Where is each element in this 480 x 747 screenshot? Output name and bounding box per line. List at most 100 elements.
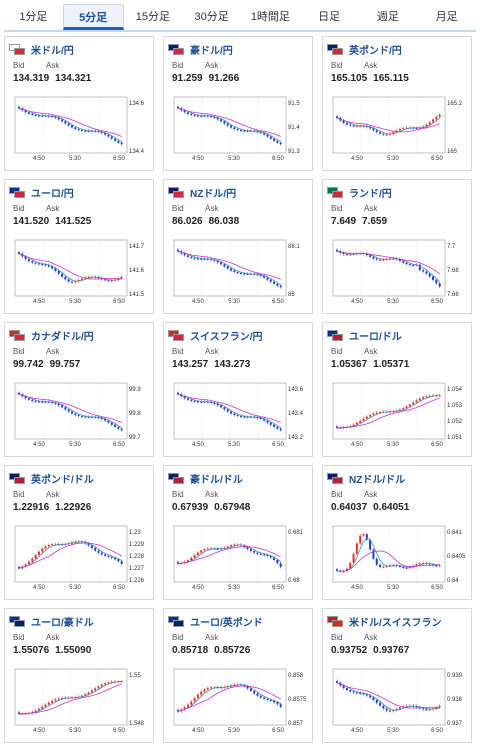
card-header: スイスフラン/円 [168, 329, 263, 343]
bid-label: Bid [172, 633, 184, 642]
mini-candlestick-chart[interactable]: 91.5 91.4 91.3 4:50 5:30 6:50 [168, 93, 310, 165]
pair-link[interactable]: 豪ドル/円 [190, 45, 233, 57]
candle-body [71, 542, 73, 544]
price-labels: Bid Ask [172, 204, 238, 213]
candle-body [345, 254, 348, 256]
rate-card-cad-jpy[interactable]: カナダドル/円 Bid Ask 99.742 99.757 99.9 99.8 99.7 4:5… [4, 322, 154, 457]
price-values: 91.259 91.266 [172, 73, 245, 84]
rate-card-chf-jpy[interactable]: スイスフラン/円 Bid Ask 143.257 143.273 143.6 143.4 14… [163, 322, 313, 457]
tab-15min[interactable]: 15分足 [135, 11, 170, 23]
candle-body [71, 125, 73, 128]
pair-link[interactable]: 英ポンド/円 [349, 45, 402, 57]
candle-body [80, 416, 83, 418]
mini-candlestick-chart[interactable]: 143.6 143.4 143.2 4:50 5:30 6:50 [168, 379, 310, 451]
pair-link[interactable]: スイスフラン/円 [190, 331, 263, 343]
rate-card-nzd-jpy[interactable]: NZドル/円 Bid Ask 86.026 86.038 86.1 86 4:50 5:30 6:… [163, 179, 313, 314]
candle-body [422, 708, 425, 710]
bid-label: Bid [172, 204, 184, 213]
candle-body [233, 270, 236, 272]
mini-candlestick-chart[interactable]: 86.1 86 4:50 5:30 6:50 [168, 236, 310, 308]
candle-body [90, 545, 93, 548]
pair-link[interactable]: 英ポンド/ドル [31, 474, 94, 486]
candle-body [226, 266, 229, 269]
pair-link[interactable]: 米ドル/円 [31, 45, 74, 57]
rate-card-gbp-jpy[interactable]: 英ポンド/円 Bid Ask 165.105 165.115 165.2 165 4:50 5:… [322, 36, 472, 171]
mini-candlestick-chart[interactable]: 99.9 99.8 99.7 4:50 5:30 6:50 [9, 379, 151, 451]
rate-card-nzd-usd[interactable]: NZドル/ドル Bid Ask 0.64037 0.64051 0.641 0.6405 0.… [322, 465, 472, 600]
candle-body [100, 131, 103, 134]
x-tick-label: 5:30 [228, 299, 240, 305]
candle-body [18, 712, 20, 714]
pair-link[interactable]: 米ドル/スイスフラン [349, 617, 442, 629]
tab-1hour[interactable]: 1時間足 [250, 11, 290, 23]
candle-body [120, 276, 123, 279]
candle-body [24, 256, 27, 260]
rate-card-usd-chf[interactable]: 米ドル/スイスフラン Bid Ask 0.93752 0.93767 0.939 0.938… [322, 608, 472, 743]
candle-body [183, 253, 186, 256]
rate-card-gbp-usd[interactable]: 英ポンド/ドル Bid Ask 1.22916 1.22926 1.23 1.229 1.22… [4, 465, 154, 600]
candle-body [196, 401, 199, 403]
rate-card-eur-aud[interactable]: ユーロ/豪ドル Bid Ask 1.55076 1.55090 1.55 1.548 4:50… [4, 608, 154, 743]
mini-candlestick-chart[interactable]: 141.7 141.6 141.5 4:50 5:30 6:50 [9, 236, 151, 308]
rate-card-aud-jpy[interactable]: 豪ドル/円 Bid Ask 91.259 91.266 91.5 91.4 91.3 4:50 5… [163, 36, 313, 171]
price-labels: Bid Ask [13, 633, 79, 642]
mini-candlestick-chart[interactable]: 1.55 1.548 4:50 5:30 6:50 [9, 665, 151, 737]
candle-body [342, 120, 345, 123]
candle-body [415, 127, 418, 129]
pair-link[interactable]: 豪ドル/ドル [190, 474, 243, 486]
card-header: ユーロ/円 [9, 186, 74, 200]
candle-body [177, 392, 179, 395]
mini-candlestick-chart[interactable]: 165.2 165 4:50 5:30 6:50 [327, 93, 469, 165]
candle-body [77, 279, 80, 282]
rate-card-usd-jpy[interactable]: 米ドル/円 Bid Ask 134.319 134.321 134.6 134.4 4:50 5… [4, 36, 154, 171]
moving-average-long [177, 250, 281, 280]
candle-body [362, 534, 365, 536]
candle-body [220, 119, 223, 122]
candle-body [230, 125, 232, 128]
tab-daily[interactable]: 日足 [318, 11, 341, 23]
tab-1min[interactable]: 1分足 [19, 11, 48, 23]
mini-candlestick-chart[interactable]: 1.23 1.229 1.228 1.227 1.226 4:50 5:30 6:50 [9, 522, 151, 594]
bid-label: Bid [172, 347, 184, 356]
pair-link[interactable]: NZドル/円 [190, 188, 237, 200]
pair-link[interactable]: ユーロ/英ポンド [190, 617, 263, 629]
x-tick-label: 5:30 [69, 585, 81, 591]
rate-card-aud-usd[interactable]: 豪ドル/ドル Bid Ask 0.67939 0.67948 0.681 0.68 4:50 5… [163, 465, 313, 600]
tab-5min[interactable]: 5分足 [62, 4, 124, 30]
mini-candlestick-chart[interactable]: 0.939 0.938 0.937 4:50 5:30 6:50 [327, 665, 469, 737]
candle-body [177, 249, 179, 252]
mini-candlestick-chart[interactable]: 7.7 7.68 7.66 4:50 5:30 6:50 [327, 236, 469, 308]
rate-card-eur-jpy[interactable]: ユーロ/円 Bid Ask 141.520 141.525 141.7 141.6 141.5… [4, 179, 154, 314]
bid-value: 141.520 [13, 216, 50, 227]
candle-body [438, 283, 441, 287]
candle-body [266, 698, 269, 700]
tab-30min[interactable]: 30分足 [194, 11, 229, 23]
rate-card-eur-gbp[interactable]: ユーロ/英ポンド Bid Ask 0.85718 0.85726 0.858 0.8575 0… [163, 608, 313, 743]
candle-body [47, 544, 50, 547]
mini-candlestick-chart[interactable]: 0.681 0.68 4:50 5:30 6:50 [168, 522, 310, 594]
rate-card-eur-usd[interactable]: ユーロ/ドル Bid Ask 1.05367 1.05371 1.054 1.053 1.05… [322, 322, 472, 457]
pair-link[interactable]: ユーロ/ドル [349, 331, 402, 343]
tab-weekly[interactable]: 週足 [376, 11, 399, 23]
mini-candlestick-chart[interactable]: 0.858 0.8575 0.857 4:50 5:30 6:50 [168, 665, 310, 737]
price-labels: Bid Ask [172, 490, 238, 499]
rate-card-zar-jpy[interactable]: ランド/円 Bid Ask 7.649 7.659 7.7 7.68 7.66 4:50 5:30… [322, 179, 472, 314]
candle-body [54, 116, 57, 118]
x-tick-label: 6:50 [431, 442, 443, 448]
candle-body [196, 258, 199, 260]
pair-link[interactable]: NZドル/ドル [349, 474, 406, 486]
candle-body [94, 130, 97, 132]
candle-body [279, 704, 282, 707]
chart-frame [173, 96, 287, 154]
pair-link[interactable]: ユーロ/円 [31, 188, 74, 200]
y-tick-label: 0.857 [288, 721, 304, 727]
pair-link[interactable]: カナダドル/円 [31, 331, 94, 343]
candle-body [405, 262, 408, 265]
y-tick-label: 7.7 [447, 244, 456, 250]
pair-link[interactable]: ランド/円 [349, 188, 392, 200]
mini-candlestick-chart[interactable]: 0.641 0.6405 0.64 4:50 5:30 6:50 [327, 522, 469, 594]
mini-candlestick-chart[interactable]: 1.054 1.053 1.052 1.051 4:50 5:30 6:50 [327, 379, 469, 451]
mini-candlestick-chart[interactable]: 134.6 134.4 4:50 5:30 6:50 [9, 93, 151, 165]
pair-link[interactable]: ユーロ/豪ドル [31, 617, 94, 629]
tab-monthly[interactable]: 月足 [435, 11, 458, 23]
